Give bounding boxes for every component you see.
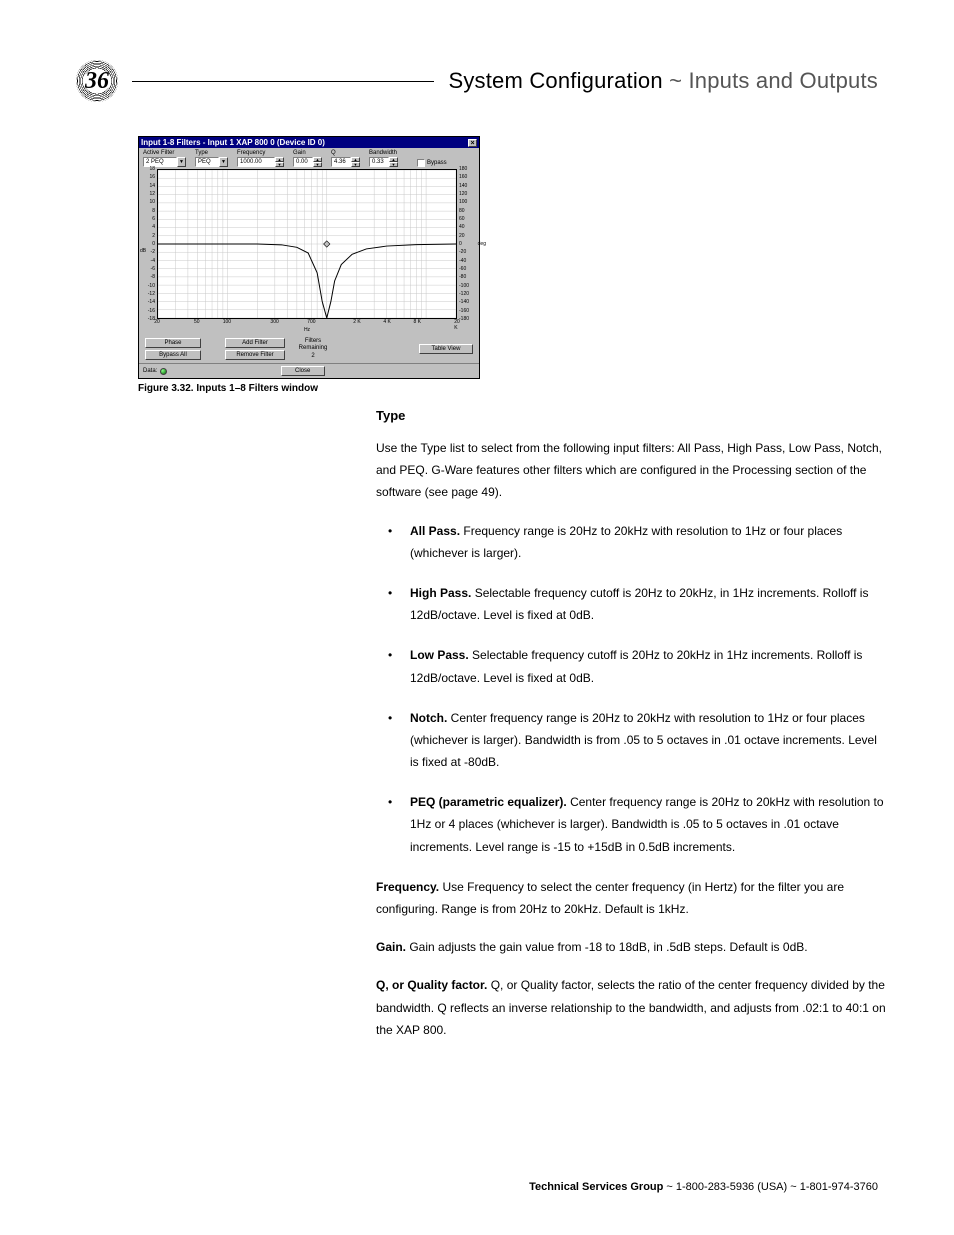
definition-name: Q, or Quality factor.	[376, 978, 487, 992]
close-icon[interactable]: ×	[468, 139, 477, 147]
definition-name: Frequency.	[376, 880, 439, 894]
bandwidth-label: Bandwidth	[369, 150, 413, 156]
bandwidth-value[interactable]: 0.33	[369, 157, 389, 167]
filter-text: Center frequency range is 20Hz to 20kHz …	[410, 711, 877, 769]
bypass-all-button[interactable]: Bypass All	[145, 350, 201, 360]
definition-text: Use Frequency to select the center frequ…	[376, 880, 844, 916]
remove-filter-button[interactable]: Remove Filter	[225, 350, 285, 360]
y-axis-left-ticks: 181614121086420-2-4-6-8-10-12-14-16-18	[143, 169, 156, 319]
status-label: Data:	[143, 368, 157, 374]
bypass-label: Bypass	[427, 160, 447, 166]
filters-remaining-value: 2	[291, 353, 335, 360]
x-axis-label: Hz	[157, 327, 457, 333]
filter-item: Notch. Center frequency range is 20Hz to…	[376, 707, 886, 774]
title-left: System Configuration	[448, 68, 662, 93]
filter-name: High Pass.	[410, 586, 471, 600]
filter-chart[interactable]: deg	[157, 169, 457, 319]
definition-paragraph: Frequency. Use Frequency to select the c…	[376, 876, 886, 920]
frequency-label: Frequency	[237, 150, 289, 156]
footer-group: Technical Services Group	[529, 1181, 663, 1193]
phase-button[interactable]: Phase	[145, 338, 201, 348]
title-right: Inputs and Outputs	[688, 68, 878, 93]
filter-item: PEQ (parametric equalizer). Center frequ…	[376, 791, 886, 858]
y-axis-left-label: dB	[140, 248, 146, 254]
definition-name: Gain.	[376, 940, 406, 954]
y-axis-right-label: deg	[478, 241, 486, 247]
figure-caption: Figure 3.32. Inputs 1–8 Filters window	[138, 383, 480, 394]
window-title: Input 1-8 Filters - Input 1 XAP 800 0 (D…	[141, 138, 325, 147]
x-axis-ticks: 20501003007002 K4 K8 K20 K	[157, 319, 457, 327]
filter-item: High Pass. Selectable frequency cutoff i…	[376, 582, 886, 626]
active-filter-label: Active Filter	[143, 150, 191, 156]
filter-text: Selectable frequency cutoff is 20Hz to 2…	[410, 586, 868, 622]
header-rule	[132, 81, 434, 82]
window-titlebar: Input 1-8 Filters - Input 1 XAP 800 0 (D…	[139, 137, 479, 148]
type-value[interactable]: PEQ	[195, 157, 219, 167]
gain-label: Gain	[293, 150, 327, 156]
filter-item: Low Pass. Selectable frequency cutoff is…	[376, 644, 886, 688]
add-filter-button[interactable]: Add Filter	[225, 338, 285, 348]
filters-window: Input 1-8 Filters - Input 1 XAP 800 0 (D…	[138, 136, 480, 379]
gain-value[interactable]: 0.00	[293, 157, 313, 167]
dropdown-icon[interactable]: ▼	[219, 157, 228, 167]
spinner-icon[interactable]: ▲▼	[313, 157, 322, 167]
filter-item: All Pass. Frequency range is 20Hz to 20k…	[376, 520, 886, 564]
footer-rest: ~ 1-800-283-5936 (USA) ~ 1-801-974-3760	[663, 1181, 878, 1193]
section-heading: Type	[376, 408, 886, 423]
spinner-icon[interactable]: ▲▼	[389, 157, 398, 167]
q-value[interactable]: 4.36	[331, 157, 351, 167]
dropdown-icon[interactable]: ▼	[177, 157, 186, 167]
filter-name: All Pass.	[410, 524, 460, 538]
intro-paragraph: Use the Type list to select from the fol…	[376, 437, 886, 504]
page-title: System Configuration ~ Inputs and Output…	[448, 68, 878, 94]
bypass-checkbox[interactable]	[417, 159, 425, 167]
filter-text: Selectable frequency cutoff is 20Hz to 2…	[410, 648, 862, 684]
spinner-icon[interactable]: ▲▼	[351, 157, 360, 167]
page-footer: Technical Services Group ~ 1-800-283-593…	[0, 1181, 878, 1193]
spinner-icon[interactable]: ▲▼	[275, 157, 284, 167]
definition-text: Gain adjusts the gain value from -18 to …	[406, 940, 808, 954]
title-sep: ~	[669, 68, 682, 93]
active-filter-value[interactable]: 2 PEQ	[143, 157, 177, 167]
filters-remaining-label: FiltersRemaining	[291, 338, 335, 352]
q-label: Q	[331, 150, 365, 156]
filter-name: Notch.	[410, 711, 447, 725]
filter-text: Frequency range is 20Hz to 20kHz with re…	[410, 524, 842, 560]
close-button[interactable]: Close	[281, 366, 325, 376]
definition-paragraph: Gain. Gain adjusts the gain value from -…	[376, 936, 886, 958]
definition-paragraph: Q, or Quality factor. Q, or Quality fact…	[376, 974, 886, 1041]
type-label: Type	[195, 150, 233, 156]
y-axis-right-ticks: 180160140120100806040200-20-40-60-80-100…	[458, 169, 475, 319]
filter-name: PEQ (parametric equalizer).	[410, 795, 567, 809]
table-view-button[interactable]: Table View	[419, 344, 473, 354]
frequency-value[interactable]: 1000.00	[237, 157, 275, 167]
filter-name: Low Pass.	[410, 648, 469, 662]
page-number-badge: 36	[76, 60, 118, 102]
status-indicator-icon	[160, 368, 167, 375]
page-number: 36	[83, 69, 111, 93]
